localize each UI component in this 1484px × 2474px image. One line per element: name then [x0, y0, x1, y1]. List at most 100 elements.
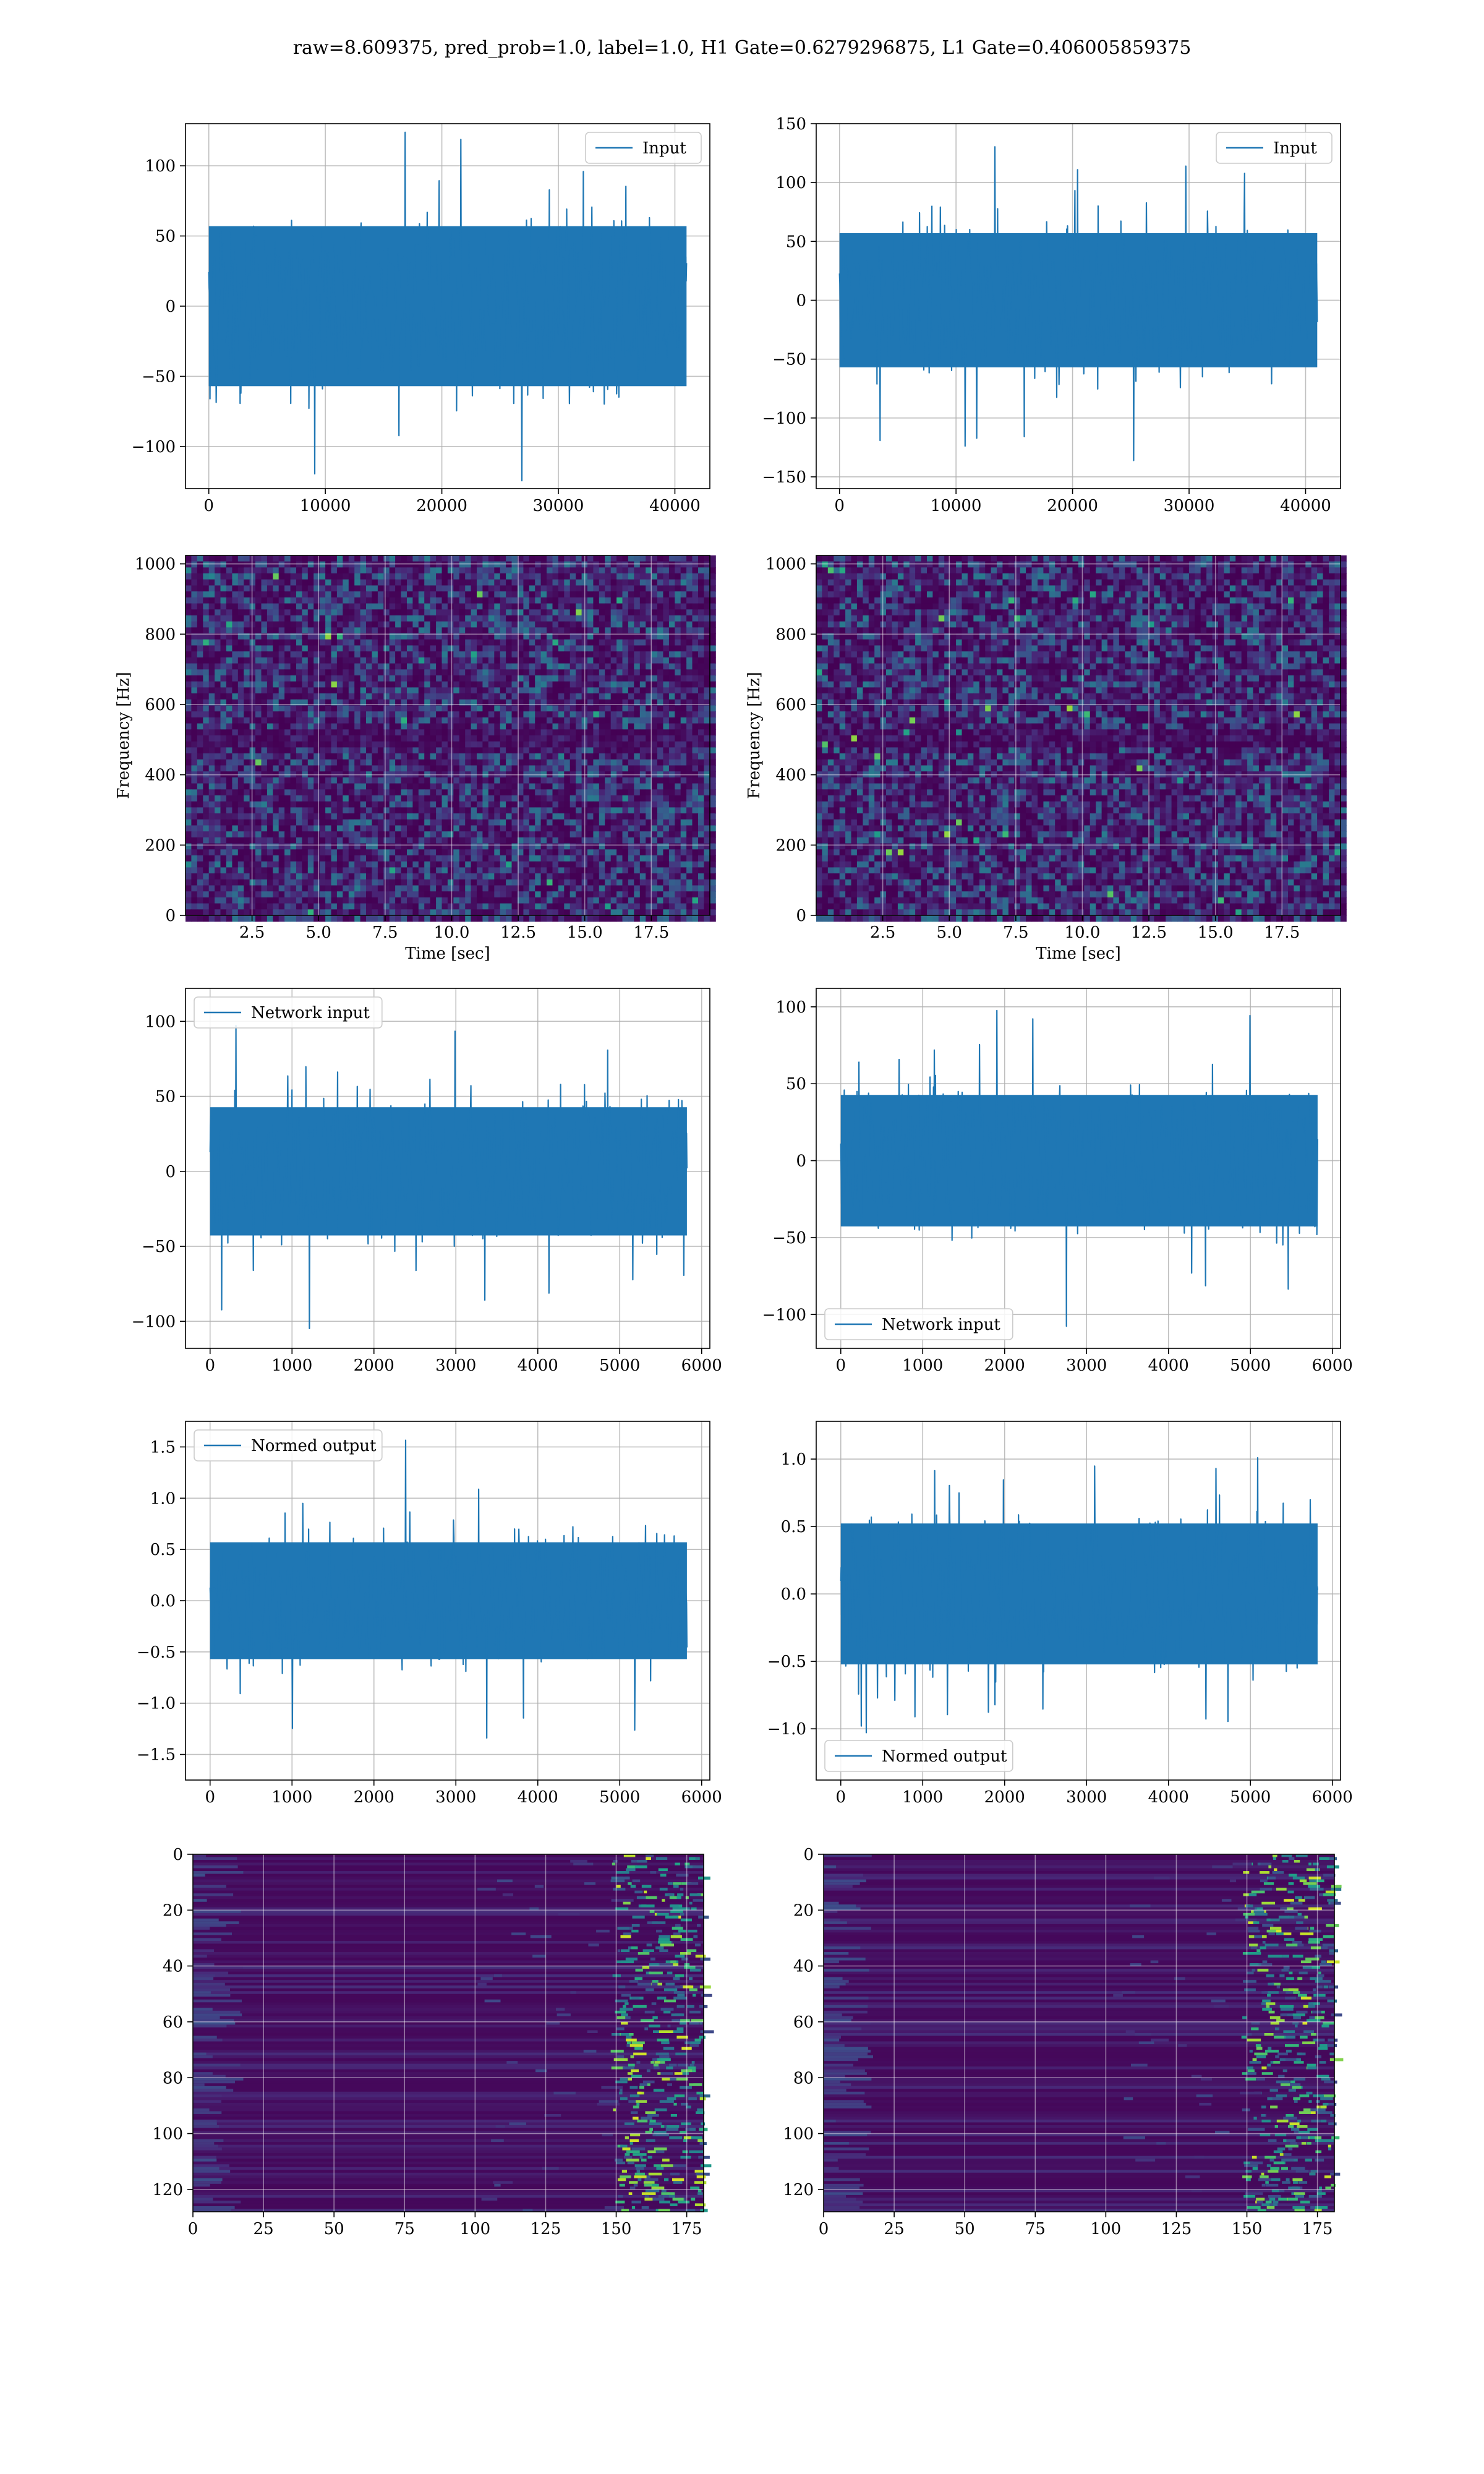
heatmap-cell [215, 813, 221, 820]
heatmap-cell [471, 783, 477, 790]
heatmap-cell [237, 873, 244, 880]
heatmap-cell [383, 855, 390, 862]
heatmap-cell [424, 603, 431, 610]
heatmap-cell [412, 861, 419, 868]
heatmap-cell [296, 681, 302, 688]
heatmap-cell [436, 621, 443, 628]
heatmap-cell [494, 855, 501, 862]
heatmap-cell [360, 657, 367, 664]
heatmap-cell [430, 615, 437, 622]
heatmap-cell [523, 765, 530, 772]
heatmap-cell [319, 723, 326, 730]
heatmap-cell [657, 669, 663, 676]
heatmap-cell [377, 807, 384, 814]
heatmap-cell [261, 633, 268, 640]
heatmap-cell [197, 633, 203, 640]
heatmap-cell [331, 813, 338, 820]
heatmap-cell [307, 837, 314, 844]
heatmap-cell [208, 651, 215, 658]
heatmap-cell [587, 855, 594, 862]
heatmap-cell [191, 873, 198, 880]
heatmap-cell [284, 861, 291, 868]
heatmap-cell [377, 555, 384, 562]
heatmap-cell [389, 717, 396, 724]
heatmap-cell [418, 603, 425, 610]
heatmap-cell [418, 651, 425, 658]
heatmap-cell [488, 669, 495, 676]
heatmap-cell [313, 717, 320, 724]
heatmap-cell [249, 657, 256, 664]
heatmap-cell [529, 717, 535, 724]
heatmap-cell [692, 855, 699, 862]
heatmap-cell [605, 681, 612, 688]
heatmap-cell [407, 669, 413, 676]
heatmap-cell [477, 759, 483, 766]
heatmap-cell [564, 579, 571, 586]
heatmap-cell [709, 855, 716, 862]
heatmap-cell [343, 609, 349, 616]
heatmap-cell [488, 579, 495, 586]
heatmap-cell [313, 687, 320, 694]
heatmap-cell [354, 843, 361, 850]
heatmap-cell [220, 813, 227, 820]
heatmap-cell [465, 615, 472, 622]
heatmap-cell [657, 777, 663, 784]
heatmap-cell [284, 741, 291, 748]
heatmap-cell [325, 753, 332, 760]
heatmap-cell [511, 783, 518, 790]
heatmap-cell [500, 867, 506, 874]
heatmap-cell [698, 711, 704, 718]
heatmap-cell [523, 783, 530, 790]
heatmap-cell [535, 633, 542, 640]
heatmap-cell [628, 801, 634, 808]
heatmap-cell [477, 579, 483, 586]
heatmap-cell [657, 771, 663, 778]
heatmap-cell [441, 645, 448, 652]
heatmap-cell [663, 657, 670, 664]
heatmap-cell [307, 855, 314, 862]
heatmap-cell [383, 861, 390, 868]
heatmap-cell [261, 807, 268, 814]
heatmap-cell [477, 873, 483, 880]
heatmap-cell [331, 621, 338, 628]
heatmap-cell [698, 747, 704, 754]
heatmap-cell [237, 813, 244, 820]
heatmap-cell [698, 633, 704, 640]
heatmap-cell [395, 795, 402, 802]
heatmap-cell [529, 825, 535, 832]
heatmap-cell [389, 837, 396, 844]
heatmap-cell [616, 873, 623, 880]
heatmap-cell [313, 699, 320, 706]
heatmap-cell [336, 567, 343, 574]
heatmap-cell [564, 603, 571, 610]
heatmap-cell [395, 699, 402, 706]
heatmap-cell [581, 741, 588, 748]
heatmap-cell [383, 579, 390, 586]
heatmap-cell [319, 567, 326, 574]
heatmap-cell [465, 693, 472, 700]
heatmap-cell [511, 663, 518, 670]
heatmap-cell [348, 813, 355, 820]
heatmap-cell [605, 567, 612, 574]
heatmap-cell [232, 627, 239, 634]
heatmap-cell [477, 867, 483, 874]
heatmap-cell [331, 873, 338, 880]
heatmap-cell [453, 849, 460, 856]
heatmap-cell [261, 681, 268, 688]
heatmap-cell [412, 603, 419, 610]
heatmap-cell [232, 567, 239, 574]
heatmap-cell [412, 825, 419, 832]
heatmap-cell [290, 873, 297, 880]
heatmap-cell [360, 795, 367, 802]
heatmap-cell [628, 843, 634, 850]
heatmap-cell [197, 705, 203, 712]
heatmap-cell [395, 633, 402, 640]
heatmap-cell [529, 651, 535, 658]
heatmap-cell [646, 801, 652, 808]
heatmap-cell [319, 699, 326, 706]
heatmap-cell [424, 831, 431, 838]
heatmap-cell [576, 825, 582, 832]
heatmap-cell [576, 651, 582, 658]
heatmap-cell [383, 639, 390, 646]
heatmap-cell [547, 681, 553, 688]
